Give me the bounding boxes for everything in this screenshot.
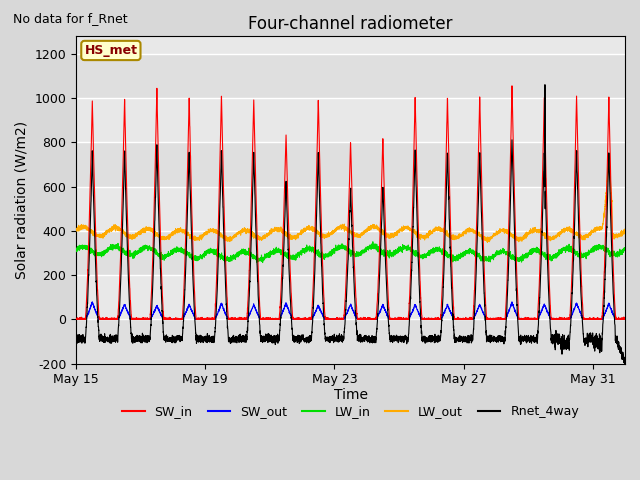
Title: Four-channel radiometer: Four-channel radiometer bbox=[248, 15, 453, 33]
Bar bbox=[76, 142, 625, 187]
Legend: SW_in, SW_out, LW_in, LW_out, Rnet_4way: SW_in, SW_out, LW_in, LW_out, Rnet_4way bbox=[117, 400, 584, 423]
X-axis label: Time: Time bbox=[333, 388, 367, 402]
Text: No data for f_Rnet: No data for f_Rnet bbox=[13, 12, 127, 25]
Bar bbox=[76, 319, 625, 364]
Y-axis label: Solar radiation (W/m2): Solar radiation (W/m2) bbox=[15, 121, 29, 279]
Bar bbox=[76, 54, 625, 98]
Text: HS_met: HS_met bbox=[84, 44, 138, 57]
Bar bbox=[76, 231, 625, 275]
